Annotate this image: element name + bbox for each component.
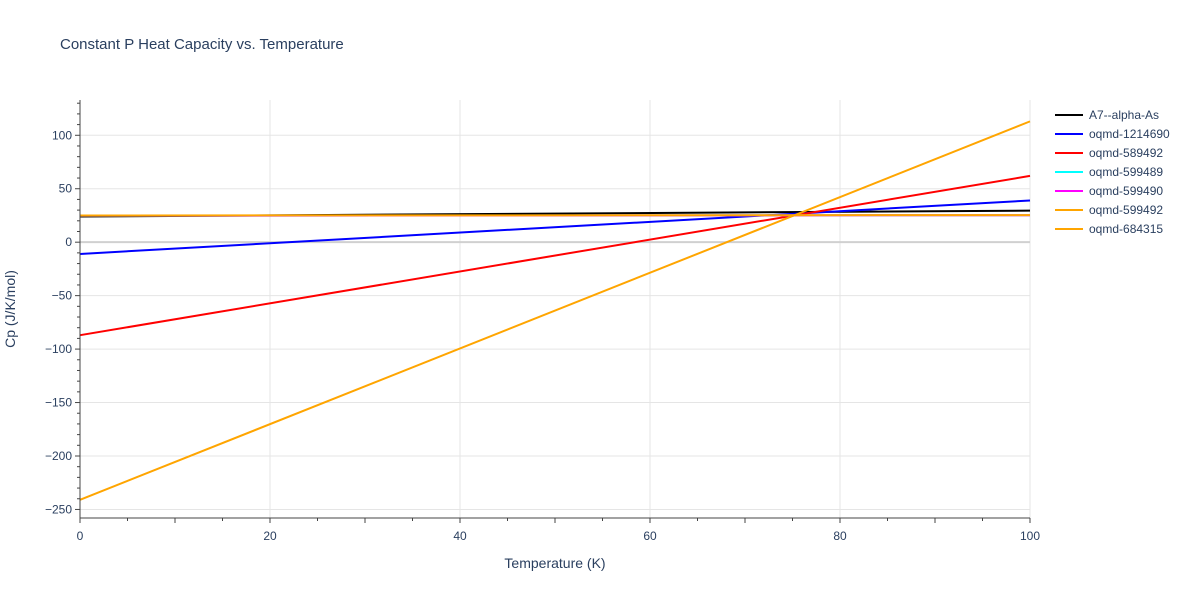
x-axis-title: Temperature (K) <box>504 555 605 571</box>
y-tick-label: −50 <box>52 289 73 303</box>
legend-label: oqmd-599489 <box>1089 165 1163 179</box>
legend-label: oqmd-599490 <box>1089 184 1163 198</box>
legend-label: oqmd-684315 <box>1089 222 1163 236</box>
legend: A7--alpha-As oqmd-1214690 oqmd-589492 oqmd-… <box>1055 108 1170 236</box>
y-tick-label: −200 <box>45 449 72 463</box>
legend-label: oqmd-1214690 <box>1089 127 1170 141</box>
y-tick-label: 0 <box>65 235 72 249</box>
series-lines <box>79 120 1031 501</box>
y-tick-label: −100 <box>45 342 72 356</box>
x-tick-label: 40 <box>453 529 467 543</box>
legend-label: oqmd-599492 <box>1089 203 1163 217</box>
chart-title: Constant P Heat Capacity vs. Temperature <box>60 36 344 53</box>
series-line-2 <box>79 174 1031 337</box>
legend-label: A7--alpha-As <box>1089 108 1159 122</box>
y-tick-label: 100 <box>52 128 72 142</box>
x-tick-label: 100 <box>1020 529 1040 543</box>
legend-label: oqmd-589492 <box>1089 146 1163 160</box>
x-gridlines <box>269 100 1031 518</box>
x-axis: 0 20 40 60 80 100 <box>77 517 1040 543</box>
x-tick-label: 20 <box>263 529 277 543</box>
y-axis-title: Cp (J/K/mol) <box>2 270 18 348</box>
y-gridlines <box>80 134 1030 510</box>
x-tick-label: 60 <box>643 529 657 543</box>
y-tick-label: 50 <box>59 182 73 196</box>
series-line-1 <box>79 199 1031 255</box>
y-axis: −250 −200 −150 −100 −50 0 50 100 <box>45 100 81 518</box>
x-tick-label: 80 <box>833 529 847 543</box>
x-tick-label: 0 <box>77 529 84 543</box>
series-line-6 <box>79 120 1031 501</box>
y-tick-label: −250 <box>45 502 72 516</box>
y-tick-label: −150 <box>45 396 72 410</box>
